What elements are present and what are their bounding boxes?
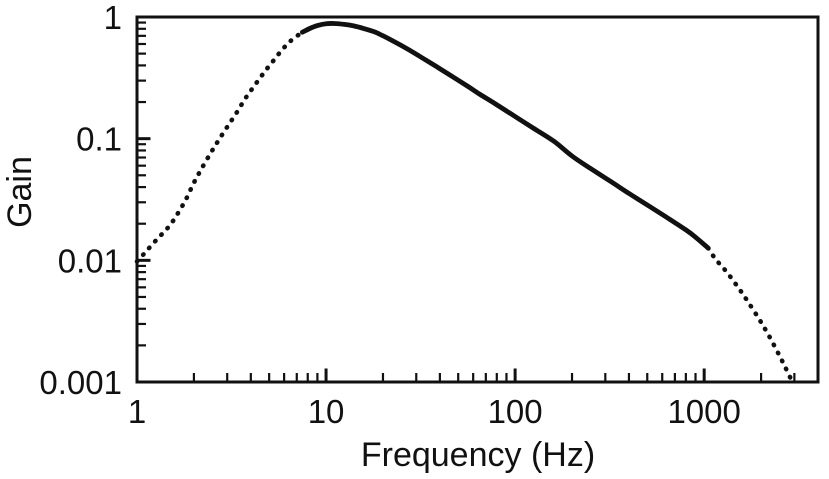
x-tick-label: 1000 xyxy=(667,393,740,430)
x-axis-ticks: 1 10 100 1000 xyxy=(128,368,796,430)
series-mid-band-solid xyxy=(300,21,711,251)
plot-frame xyxy=(135,15,820,384)
y-tick-label: 0.001 xyxy=(39,364,122,401)
series-low-frequency-dotted xyxy=(134,29,305,264)
x-axis-title: Frequency (Hz) xyxy=(360,436,596,474)
y-tick-label: 0.01 xyxy=(58,242,122,279)
x-tick-label: 10 xyxy=(308,393,345,430)
x-tick-label: 100 xyxy=(488,393,543,430)
y-axis-title: Gain xyxy=(1,156,39,228)
y-tick-label: 1 xyxy=(104,0,122,36)
series-high-frequency-dotted xyxy=(705,245,794,383)
x-tick-label: 1 xyxy=(128,393,146,430)
y-axis-ticks: 1 0.1 0.01 0.001 xyxy=(39,0,151,401)
y-tick-label: 0.1 xyxy=(76,121,122,158)
